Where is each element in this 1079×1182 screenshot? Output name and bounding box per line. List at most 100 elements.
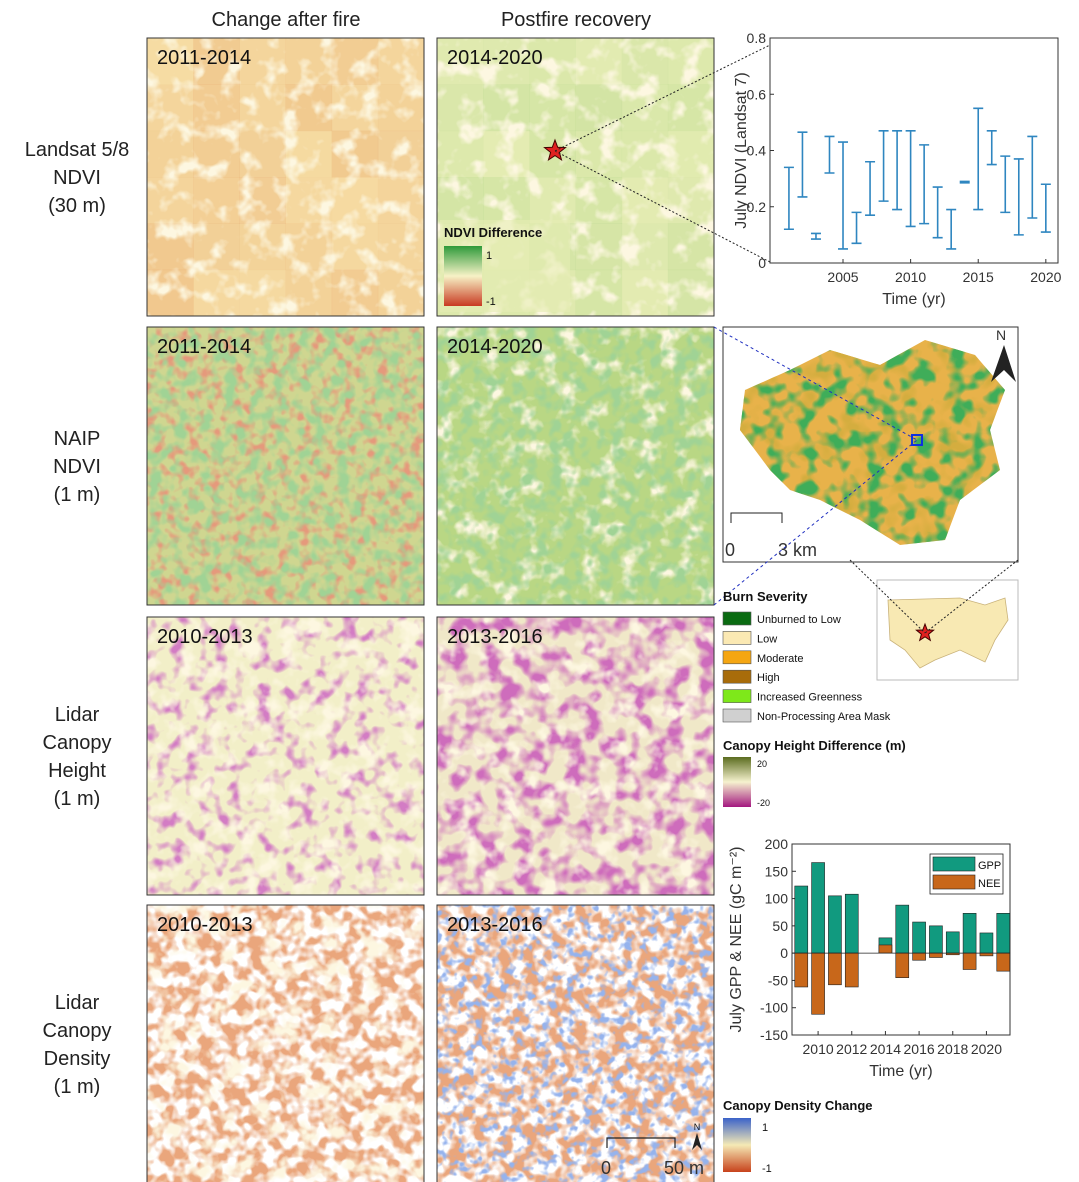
panel-label: 2011-2014 [157,47,251,69]
north-label: N [694,1122,701,1132]
bar [828,953,841,985]
column-header: Postfire recovery [501,9,651,31]
row-label: Canopy [43,732,112,754]
legend-swatch [723,709,751,722]
bar [845,953,858,987]
colorbar-label: -1 [762,1163,772,1175]
column-header: Change after fire [212,9,361,31]
x-tick-label: 2020 [971,1041,1002,1057]
bar [795,953,808,987]
map-texture [437,617,714,895]
bar [946,932,959,953]
plot-area [770,38,1058,263]
bar [795,886,808,953]
bar [828,896,841,953]
row-label: (1 m) [54,1076,101,1098]
legend-title: Canopy Height Difference (m) [723,738,906,753]
legend-label: Non-Processing Area Mask [757,711,891,723]
map-texture [437,905,714,1182]
panel-label: 2014-2020 [447,336,543,358]
range-bar [960,181,970,182]
panel-label: 2014-2020 [447,47,543,69]
panel-label: 2011-2014 [157,336,251,358]
row-label: (30 m) [48,195,106,217]
row-label: NDVI [53,456,101,478]
row-label: NAIP [54,428,101,450]
y-tick-label: -100 [760,1000,788,1016]
legend-label: GPP [978,860,1001,872]
bar [929,926,942,953]
legend-swatch [723,651,751,664]
bar [980,933,993,953]
row-label: NDVI [53,167,101,189]
scale-label: 3 km [778,540,817,560]
bar [812,863,825,954]
colorbar-label: -20 [757,798,770,808]
colorbar-label: -1 [486,296,496,308]
scale-label: 0 [725,540,735,560]
x-axis-label: Time (yr) [869,1063,932,1080]
bar [963,913,976,953]
row-label: Lidar [55,704,100,726]
x-tick-label: 2010 [803,1041,834,1057]
map-texture [147,38,424,316]
y-axis-label: July GPP & NEE (gC m⁻²) [728,847,745,1033]
map-texture [147,327,424,605]
x-tick-label: 2018 [937,1041,968,1057]
bar [913,922,926,953]
legend-label: High [757,672,780,684]
legend-title: NDVI Difference [444,225,542,240]
y-tick-label: 150 [765,863,789,879]
y-tick-label: 50 [772,918,788,934]
legend-swatch [933,857,975,871]
x-tick-label: 2014 [870,1041,901,1057]
figure: Change after fire Postfire recovery Landsa… [0,0,1079,1182]
bar [879,945,892,953]
bar [929,953,942,957]
row-label: Canopy [43,1020,112,1042]
x-axis-label: Time (yr) [882,291,945,308]
legend-title: Burn Severity [723,589,808,604]
row-label: Lidar [55,992,100,1014]
map-texture [437,327,714,605]
y-tick-label: 100 [765,891,789,907]
colorbar [723,1118,751,1172]
bar [980,953,993,956]
bar [997,913,1010,953]
legend-label: NEE [978,878,1001,890]
legend-label: Moderate [757,653,803,665]
map-texture [147,905,424,1182]
x-tick-label: 2012 [836,1041,867,1057]
panel-label: 2010-2013 [157,626,253,648]
north-label: N [996,327,1006,343]
y-axis-label: July NDVI (Landsat 7) [733,72,750,229]
row-label: (1 m) [54,484,101,506]
legend-swatch [723,631,751,644]
y-tick-label: -150 [760,1027,788,1043]
legend-label: Increased Greenness [757,692,863,704]
y-tick-label: 200 [765,836,789,852]
x-tick-label: 2015 [963,269,994,285]
map-texture [147,617,424,895]
scale-label: 50 m [664,1158,704,1178]
legend-swatch [933,875,975,889]
colorbar-label: 20 [757,759,767,769]
colorbar-label: 1 [762,1122,768,1134]
colorbar [444,246,482,306]
x-tick-label: 2020 [1030,269,1061,285]
colorbar [723,757,751,807]
bar [963,953,976,969]
legend-title: Canopy Density Change [723,1098,873,1113]
legend-swatch [723,612,751,625]
legend-swatch [723,690,751,703]
row-label: (1 m) [54,788,101,810]
row-label: Density [44,1048,111,1070]
bar [812,953,825,1014]
row-label: Height [48,760,106,782]
y-tick-label: 0 [758,255,766,271]
panel-label: 2010-2013 [157,914,253,936]
scale-label: 0 [601,1158,611,1178]
y-tick-label: -50 [768,972,788,988]
row-label: Landsat 5/8 [25,139,130,161]
bar [913,953,926,960]
